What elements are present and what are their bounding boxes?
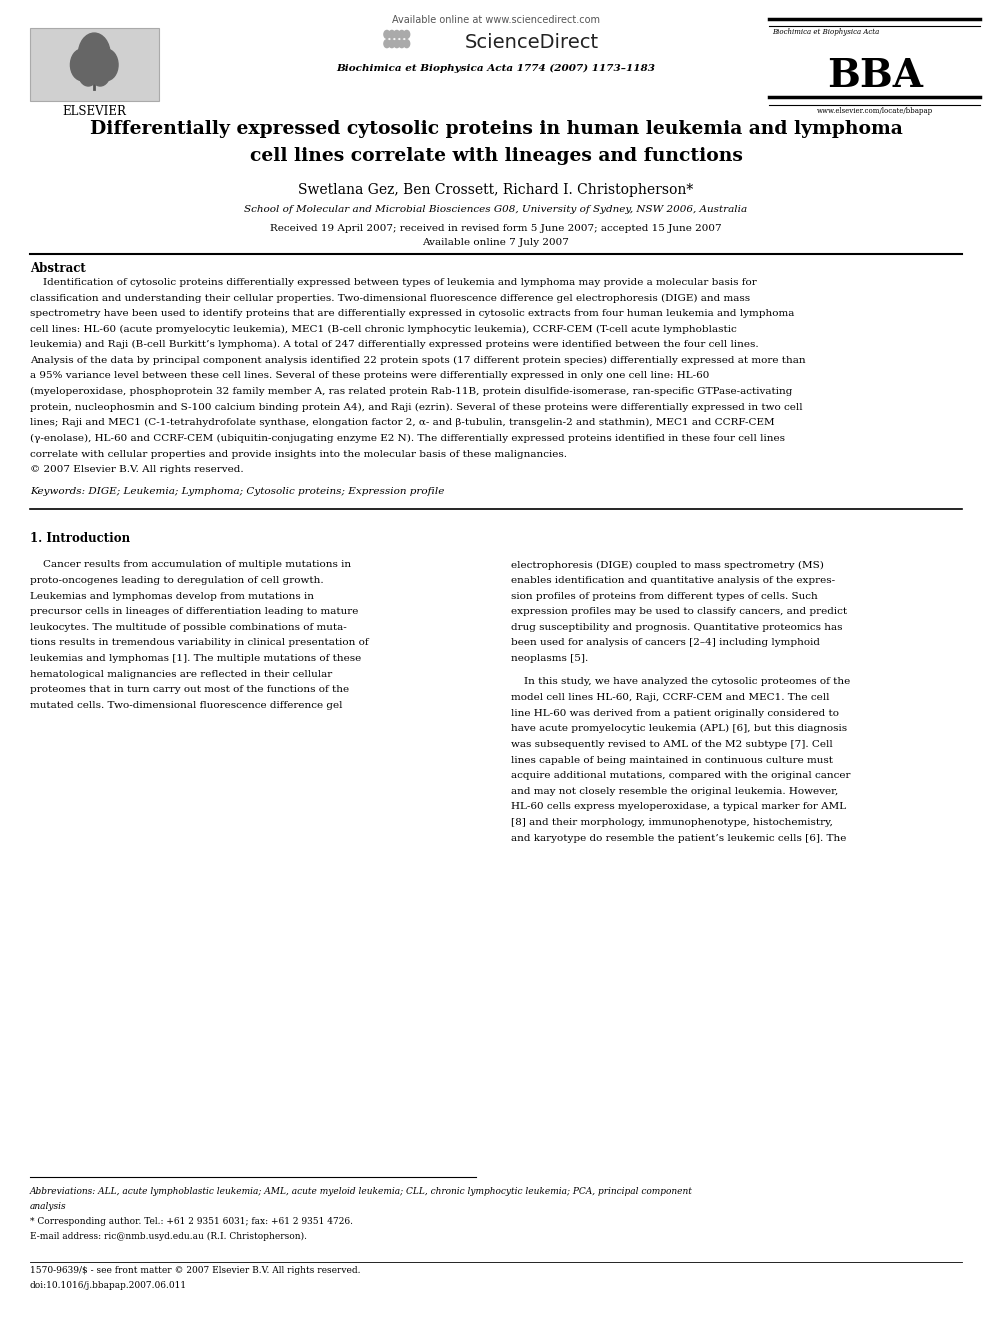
- Text: Abbreviations: ALL, acute lymphoblastic leukemia; AML, acute myeloid leukemia; C: Abbreviations: ALL, acute lymphoblastic …: [30, 1187, 692, 1196]
- Text: hematological malignancies are reflected in their cellular: hematological malignancies are reflected…: [30, 669, 332, 679]
- Text: leukemias and lymphomas [1]. The multiple mutations of these: leukemias and lymphomas [1]. The multipl…: [30, 654, 361, 663]
- Text: Available online 7 July 2007: Available online 7 July 2007: [423, 238, 569, 247]
- Text: proto-oncogenes leading to deregulation of cell growth.: proto-oncogenes leading to deregulation …: [30, 576, 323, 585]
- Text: protein, nucleophosmin and S-100 calcium binding protein A4), and Raji (ezrin). : protein, nucleophosmin and S-100 calcium…: [30, 402, 803, 411]
- Text: 1. Introduction: 1. Introduction: [30, 532, 130, 545]
- Text: [8] and their morphology, immunophenotype, histochemistry,: [8] and their morphology, immunophenotyp…: [511, 818, 832, 827]
- Text: correlate with cellular properties and provide insights into the molecular basis: correlate with cellular properties and p…: [30, 450, 566, 459]
- Text: 1570-9639/$ - see front matter © 2007 Elsevier B.V. All rights reserved.: 1570-9639/$ - see front matter © 2007 El…: [30, 1266, 360, 1275]
- Text: have acute promyelocytic leukemia (APL) [6], but this diagnosis: have acute promyelocytic leukemia (APL) …: [511, 724, 847, 733]
- Circle shape: [78, 33, 110, 75]
- Text: Analysis of the data by principal component analysis identified 22 protein spots: Analysis of the data by principal compon…: [30, 356, 806, 365]
- Text: Received 19 April 2007; received in revised form 5 June 2007; accepted 15 June 2: Received 19 April 2007; received in revi…: [270, 224, 722, 233]
- Text: expression profiles may be used to classify cancers, and predict: expression profiles may be used to class…: [511, 607, 847, 617]
- Text: Identification of cytosolic proteins differentially expressed between types of l: Identification of cytosolic proteins dif…: [30, 278, 757, 287]
- Circle shape: [389, 40, 395, 48]
- Text: and karyotype do resemble the patient’s leukemic cells [6]. The: and karyotype do resemble the patient’s …: [511, 833, 846, 843]
- Circle shape: [394, 30, 400, 38]
- Text: * Corresponding author. Tel.: +61 2 9351 6031; fax: +61 2 9351 4726.: * Corresponding author. Tel.: +61 2 9351…: [30, 1217, 353, 1226]
- Circle shape: [90, 60, 110, 86]
- Text: Available online at www.sciencedirect.com: Available online at www.sciencedirect.co…: [392, 15, 600, 25]
- Text: © 2007 Elsevier B.V. All rights reserved.: © 2007 Elsevier B.V. All rights reserved…: [30, 466, 243, 474]
- Text: drug susceptibility and prognosis. Quantitative proteomics has: drug susceptibility and prognosis. Quant…: [511, 623, 842, 632]
- Text: Differentially expressed cytosolic proteins in human leukemia and lymphoma
cell : Differentially expressed cytosolic prote…: [89, 120, 903, 165]
- Text: www.elsevier.com/locate/bbapap: www.elsevier.com/locate/bbapap: [816, 107, 933, 115]
- Text: been used for analysis of cancers [2–4] including lymphoid: been used for analysis of cancers [2–4] …: [511, 639, 819, 647]
- Text: mutated cells. Two-dimensional fluorescence difference gel: mutated cells. Two-dimensional fluoresce…: [30, 701, 342, 710]
- Circle shape: [399, 30, 405, 38]
- Text: In this study, we have analyzed the cytosolic proteomes of the: In this study, we have analyzed the cyto…: [511, 677, 850, 687]
- Circle shape: [394, 40, 400, 48]
- Text: enables identification and quantitative analysis of the expres-: enables identification and quantitative …: [511, 576, 835, 585]
- Text: analysis: analysis: [30, 1201, 66, 1211]
- Text: HL-60 cells express myeloperoxidase, a typical marker for AML: HL-60 cells express myeloperoxidase, a t…: [511, 802, 846, 811]
- Text: sion profiles of proteins from different types of cells. Such: sion profiles of proteins from different…: [511, 591, 817, 601]
- Text: Biochimica et Biophysica Acta 1774 (2007) 1173–1183: Biochimica et Biophysica Acta 1774 (2007…: [336, 64, 656, 73]
- Circle shape: [94, 49, 118, 81]
- Text: classification and understanding their cellular properties. Two-dimensional fluo: classification and understanding their c…: [30, 294, 750, 303]
- Text: cell lines: HL-60 (acute promyelocytic leukemia), MEC1 (B-cell chronic lymphocyt: cell lines: HL-60 (acute promyelocytic l…: [30, 324, 736, 333]
- Text: precursor cells in lineages of differentiation leading to mature: precursor cells in lineages of different…: [30, 607, 358, 617]
- Text: model cell lines HL-60, Raji, CCRF-CEM and MEC1. The cell: model cell lines HL-60, Raji, CCRF-CEM a…: [511, 693, 829, 703]
- Circle shape: [404, 30, 410, 38]
- Text: ScienceDirect: ScienceDirect: [464, 33, 598, 52]
- Text: a 95% variance level between these cell lines. Several of these proteins were di: a 95% variance level between these cell …: [30, 372, 709, 381]
- Text: acquire additional mutations, compared with the original cancer: acquire additional mutations, compared w…: [511, 771, 850, 781]
- Text: (γ-enolase), HL-60 and CCRF-CEM (ubiquitin-conjugating enzyme E2 N). The differe: (γ-enolase), HL-60 and CCRF-CEM (ubiquit…: [30, 434, 785, 443]
- Text: electrophoresis (DIGE) coupled to mass spectrometry (MS): electrophoresis (DIGE) coupled to mass s…: [511, 561, 823, 569]
- Circle shape: [384, 30, 390, 38]
- Circle shape: [404, 40, 410, 48]
- Text: proteomes that in turn carry out most of the functions of the: proteomes that in turn carry out most of…: [30, 685, 349, 695]
- Circle shape: [70, 49, 94, 81]
- Text: ELSEVIER: ELSEVIER: [62, 105, 126, 118]
- Text: and may not closely resemble the original leukemia. However,: and may not closely resemble the origina…: [511, 787, 838, 795]
- Text: E-mail address: ric@nmb.usyd.edu.au (R.I. Christopherson).: E-mail address: ric@nmb.usyd.edu.au (R.I…: [30, 1232, 307, 1241]
- Text: (myeloperoxidase, phosphoprotein 32 family member A, ras related protein Rab-11B: (myeloperoxidase, phosphoprotein 32 fami…: [30, 388, 793, 396]
- Circle shape: [384, 40, 390, 48]
- Circle shape: [389, 30, 395, 38]
- Text: lines; Raji and MEC1 (C-1-tetrahydrofolate synthase, elongation factor 2, α- and: lines; Raji and MEC1 (C-1-tetrahydrofola…: [30, 418, 775, 427]
- Text: Keywords: DIGE; Leukemia; Lymphoma; Cytosolic proteins; Expression profile: Keywords: DIGE; Leukemia; Lymphoma; Cyto…: [30, 487, 444, 496]
- Text: doi:10.1016/j.bbapap.2007.06.011: doi:10.1016/j.bbapap.2007.06.011: [30, 1281, 186, 1290]
- Text: BBA: BBA: [827, 57, 923, 95]
- Bar: [30, 28, 159, 101]
- Text: neoplasms [5].: neoplasms [5].: [511, 654, 588, 663]
- Text: was subsequently revised to AML of the M2 subtype [7]. Cell: was subsequently revised to AML of the M…: [511, 740, 832, 749]
- Text: line HL-60 was derived from a patient originally considered to: line HL-60 was derived from a patient or…: [511, 709, 839, 717]
- Text: leukemia) and Raji (B-cell Burkitt’s lymphoma). A total of 247 differentially ex: leukemia) and Raji (B-cell Burkitt’s lym…: [30, 340, 759, 349]
- Text: leukocytes. The multitude of possible combinations of muta-: leukocytes. The multitude of possible co…: [30, 623, 346, 632]
- Text: spectrometry have been used to identify proteins that are differentially express: spectrometry have been used to identify …: [30, 310, 795, 318]
- Text: Cancer results from accumulation of multiple mutations in: Cancer results from accumulation of mult…: [30, 561, 351, 569]
- Text: School of Molecular and Microbial Biosciences G08, University of Sydney, NSW 200: School of Molecular and Microbial Biosci…: [244, 205, 748, 214]
- Circle shape: [78, 60, 98, 86]
- Text: Leukemias and lymphomas develop from mutations in: Leukemias and lymphomas develop from mut…: [30, 591, 313, 601]
- Text: Biochimica et Biophysica Acta: Biochimica et Biophysica Acta: [772, 28, 879, 36]
- Text: lines capable of being maintained in continuous culture must: lines capable of being maintained in con…: [511, 755, 833, 765]
- Text: tions results in tremendous variability in clinical presentation of: tions results in tremendous variability …: [30, 639, 368, 647]
- Text: Swetlana Gez, Ben Crossett, Richard I. Christopherson*: Swetlana Gez, Ben Crossett, Richard I. C…: [299, 183, 693, 197]
- Circle shape: [399, 40, 405, 48]
- Text: Abstract: Abstract: [30, 262, 85, 275]
